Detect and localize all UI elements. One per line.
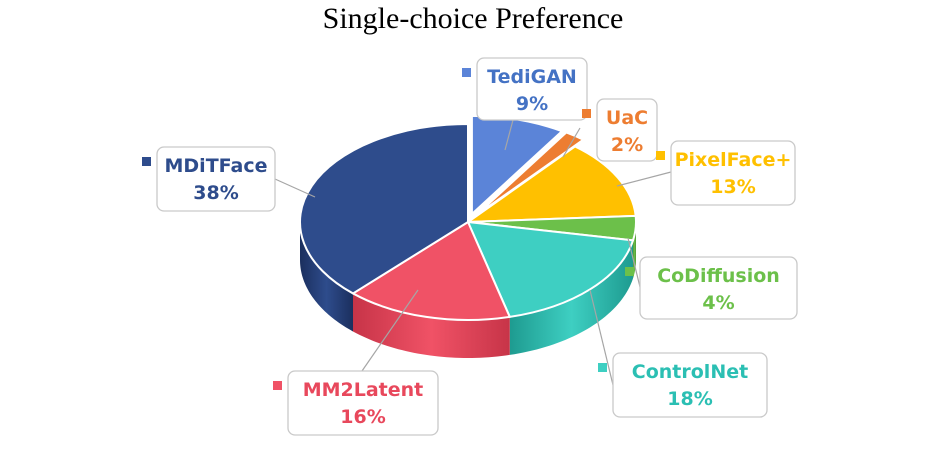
chart-title: Single-choice Preference bbox=[322, 2, 624, 35]
label-box-uac bbox=[596, 98, 658, 162]
label-value-uac: 2% bbox=[611, 134, 643, 156]
legend-marker-tedigan bbox=[462, 68, 471, 77]
leader-line-controlnet bbox=[589, 289, 614, 386]
label-value-tedigan: 9% bbox=[516, 93, 548, 115]
data-label-pixelface-: PixelFace+ 13% bbox=[656, 140, 796, 206]
legend-marker-mm2latent bbox=[273, 381, 282, 390]
label-box-mm2latent bbox=[287, 370, 439, 436]
pie-slice-controlnet bbox=[467, 221, 635, 318]
label-value-mm2latent: 16% bbox=[340, 406, 385, 428]
leader-line-pixelface- bbox=[616, 171, 672, 187]
label-box-controlnet bbox=[612, 352, 768, 418]
data-label-codiffusion: CoDiffusion 4% bbox=[625, 256, 798, 320]
leader-line-mm2latent bbox=[361, 289, 419, 372]
legend-marker-uac bbox=[582, 109, 591, 118]
leader-line-tedigan bbox=[504, 119, 514, 151]
leader-line-uac bbox=[562, 127, 581, 158]
label-name-mm2latent: MM2Latent bbox=[303, 379, 424, 401]
label-value-mditface: 38% bbox=[193, 182, 238, 204]
legend-marker-controlnet bbox=[598, 363, 607, 372]
legend-marker-codiffusion bbox=[625, 267, 634, 276]
data-label-uac: UaC 2% bbox=[582, 98, 658, 162]
data-label-mm2latent: MM2Latent 16% bbox=[273, 370, 439, 436]
legend-marker-mditface bbox=[142, 157, 151, 166]
leader-line-codiffusion bbox=[627, 237, 641, 288]
data-label-tedigan: TediGAN 9% bbox=[462, 57, 588, 121]
pie-slice-mditface bbox=[299, 123, 469, 295]
label-box-tedigan bbox=[476, 57, 588, 121]
leader-line-mditface bbox=[274, 178, 316, 198]
label-name-mditface: MDiTFace bbox=[165, 155, 268, 177]
pie-top-faces bbox=[299, 114, 637, 321]
pie-slice-pixelface- bbox=[467, 145, 637, 223]
label-box-codiffusion bbox=[639, 256, 798, 320]
label-value-codiffusion: 4% bbox=[702, 292, 734, 314]
data-label-mditface: MDiTFace 38% bbox=[142, 146, 276, 212]
label-name-uac: UaC bbox=[606, 107, 648, 129]
pie-side-controlnet bbox=[509, 240, 634, 355]
data-label-controlnet: ControlNet 18% bbox=[598, 352, 768, 418]
data-labels: TediGAN 9% UaC 2% PixelFace+ 13% CoDiffusion 4%… bbox=[142, 57, 798, 436]
label-name-codiffusion: CoDiffusion bbox=[657, 265, 780, 287]
label-name-controlnet: ControlNet bbox=[632, 361, 748, 383]
pie-slice-mm2latent bbox=[351, 221, 511, 321]
label-name-pixelface-: PixelFace+ bbox=[675, 149, 792, 171]
label-name-tedigan: TediGAN bbox=[487, 66, 577, 88]
label-box-mditface bbox=[156, 146, 276, 212]
pie-side-mditface bbox=[300, 222, 353, 332]
label-box-pixelface- bbox=[670, 140, 796, 206]
legend-marker-pixelface- bbox=[656, 151, 665, 160]
label-value-controlnet: 18% bbox=[667, 388, 712, 410]
label-value-pixelface-: 13% bbox=[710, 176, 755, 198]
